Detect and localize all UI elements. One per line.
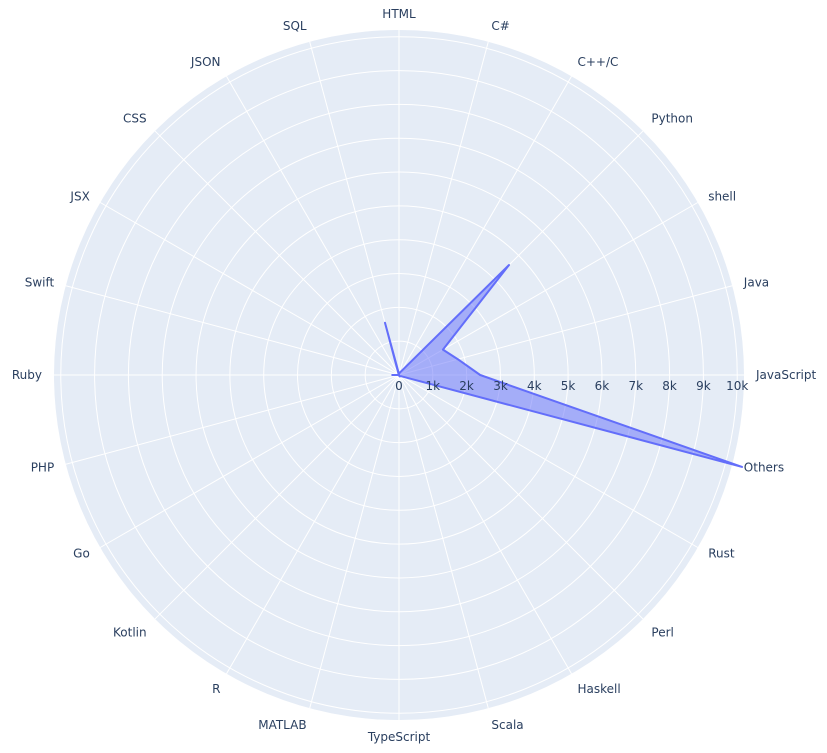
radial-tick-label: 3k bbox=[493, 379, 508, 393]
radial-tick-label: 6k bbox=[595, 379, 610, 393]
angular-label-c-c: C++/C bbox=[578, 55, 619, 69]
angular-gridline bbox=[398, 41, 489, 376]
angular-label-swift: Swift bbox=[25, 276, 55, 290]
angular-label-haskell: Haskell bbox=[578, 682, 621, 696]
radial-tick-label: 4k bbox=[527, 379, 542, 393]
angular-gridline bbox=[226, 374, 400, 675]
angular-gridline bbox=[398, 374, 489, 709]
angular-gridline bbox=[154, 374, 400, 620]
angular-label-perl: Perl bbox=[651, 625, 673, 639]
angular-label-javascript: JavaScript bbox=[755, 368, 816, 382]
angular-gridline bbox=[65, 285, 400, 376]
angular-gridline bbox=[99, 374, 400, 548]
radial-tick-label: 1k bbox=[426, 379, 441, 393]
angular-label-r: R bbox=[212, 682, 220, 696]
angular-label-matlab: MATLAB bbox=[258, 718, 306, 732]
angular-gridline bbox=[99, 202, 400, 376]
radial-tick-label: 2k bbox=[459, 379, 474, 393]
angular-gridline bbox=[226, 75, 400, 376]
angular-gridline bbox=[154, 130, 400, 376]
angular-label-typescript: TypeScript bbox=[367, 730, 431, 744]
radial-tick-label: 7k bbox=[629, 379, 644, 393]
angular-label-json: JSON bbox=[190, 55, 221, 69]
angular-label-go: Go bbox=[73, 547, 90, 561]
angular-gridline bbox=[398, 75, 572, 376]
angular-label-scala: Scala bbox=[491, 718, 523, 732]
angular-label-c-: C# bbox=[491, 19, 509, 33]
angular-gridline bbox=[65, 374, 400, 465]
angular-label-python: Python bbox=[651, 112, 693, 126]
angular-label-rust: Rust bbox=[708, 547, 735, 561]
angular-gridline bbox=[309, 374, 400, 709]
angular-gridline bbox=[398, 374, 572, 675]
radial-tick-label: 0 bbox=[395, 379, 403, 393]
angular-gridline bbox=[309, 41, 400, 376]
angular-gridline bbox=[398, 202, 699, 376]
radial-tick-label: 10k bbox=[726, 379, 748, 393]
angular-label-ruby: Ruby bbox=[12, 368, 42, 382]
radial-tick-label: 8k bbox=[662, 379, 677, 393]
angular-label-kotlin: Kotlin bbox=[113, 625, 147, 639]
angular-label-html: HTML bbox=[382, 7, 416, 21]
radial-tick-label: 9k bbox=[696, 379, 711, 393]
angular-label-php: PHP bbox=[31, 460, 55, 474]
angular-gridline bbox=[398, 374, 699, 548]
radial-tick-label: 5k bbox=[561, 379, 576, 393]
angular-label-css: CSS bbox=[123, 112, 147, 126]
angular-label-java: Java bbox=[743, 276, 769, 290]
angular-label-shell: shell bbox=[708, 190, 736, 204]
angular-label-jsx: JSX bbox=[69, 190, 89, 204]
angular-label-sql: SQL bbox=[283, 19, 307, 33]
angular-label-others: Others bbox=[744, 460, 784, 474]
angular-gridline bbox=[398, 374, 644, 620]
